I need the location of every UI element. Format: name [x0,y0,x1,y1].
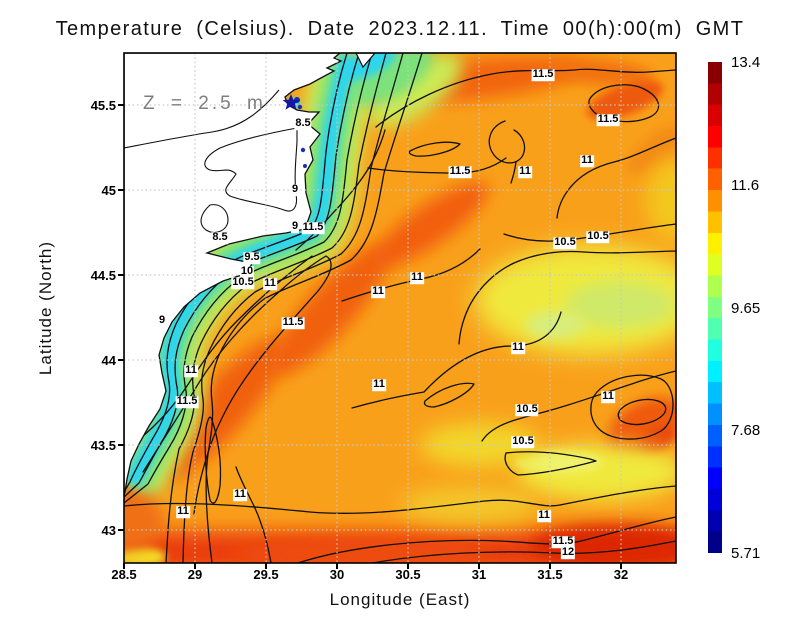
y-tick-mark [118,274,124,276]
contour-label: 11 [518,165,532,178]
contour-label: 8.5 [211,231,229,244]
y-tick-mark [118,104,124,106]
contour-label: 11.5 [596,113,620,126]
x-tick-label: 30 [329,567,345,582]
contour-label: 11 [511,341,525,354]
contour-label: 11 [537,509,551,522]
x-tick-label: 29 [187,567,203,582]
contour-label: 11 [263,277,277,290]
colorbar-tick-label: 13.4 [731,54,761,71]
x-tick-label: 31 [471,567,487,582]
contour-label: 11.5 [531,68,555,81]
y-axis-label: Latitude (North) [36,240,55,376]
x-tick-label: 31.5 [537,567,563,582]
y-tick-label: 44.5 [90,268,116,283]
contour-label: 11 [410,271,424,284]
contour-label: 11.5 [448,165,472,178]
contour-label: 10.5 [586,230,610,243]
contour-label: 10.5 [515,403,539,416]
figure-title: Temperature (Celsius). Date 2023.12.11. … [55,18,745,40]
x-tick-label: 32 [613,567,629,582]
y-tick-mark [118,529,124,531]
station-star-marker [282,94,300,110]
y-tick-label: 45.5 [90,98,116,113]
x-tick-mark [265,563,267,569]
x-tick-label: 30.5 [395,567,421,582]
plot-frame [123,52,677,564]
x-tick-mark [123,563,125,569]
contour-lines [124,53,676,563]
y-tick-label: 43 [101,523,116,538]
contour-label: 10.5 [231,276,255,289]
contour-label: 11 [184,364,198,377]
contour-label: 9 [290,220,300,233]
colorbar-tick-label: 9.65 [731,299,761,317]
x-tick-label: 28.5 [111,567,137,582]
y-tick-mark [118,189,124,191]
contour-label: 11 [233,488,247,501]
grid-lines [124,53,676,563]
contour-label: 9 [290,183,300,196]
depth-annotation: Z = 2.5 m [143,93,266,114]
x-axis-label: Longitude (East) [329,590,471,609]
x-tick-mark [336,563,338,569]
y-tick-label: 43.5 [90,438,116,453]
y-tick-label: 45 [101,183,116,198]
colorbar-tick-label: 7.68 [731,422,761,440]
contour-label: 10.5 [511,435,535,448]
x-tick-mark [194,563,196,569]
contour-label: 11 [371,285,385,298]
contour-label: 11 [372,378,386,391]
temperature-field [124,53,676,563]
coastline-land [124,53,376,496]
contour-label: 11.5 [551,535,575,548]
contour-label: 11.5 [301,221,325,234]
x-tick-mark [549,563,551,569]
contour-label: 9.5 [243,251,261,264]
colorbar [708,62,722,553]
contour-label: 11.5 [175,395,199,408]
contour-label: 10 [239,265,255,278]
contour-label: 11 [176,505,190,518]
y-tick-mark [118,359,124,361]
contour-label: 12 [560,546,576,559]
x-tick-label: 29.5 [253,567,279,582]
x-tick-mark [407,563,409,569]
contour-label: 11 [580,154,594,167]
colorbar-tick-label: 5.71 [731,545,761,562]
contour-label: 11 [601,390,615,403]
y-tick-mark [118,444,124,446]
colorbar-tick-label: 11.6 [731,176,760,194]
contour-label: 8.5 [294,117,312,130]
x-tick-mark [620,563,622,569]
contour-label: 10.5 [553,236,577,249]
contour-label: 9 [157,314,167,327]
contour-label: 11.5 [281,316,305,329]
x-tick-mark [478,563,480,569]
y-tick-label: 44 [101,353,116,368]
